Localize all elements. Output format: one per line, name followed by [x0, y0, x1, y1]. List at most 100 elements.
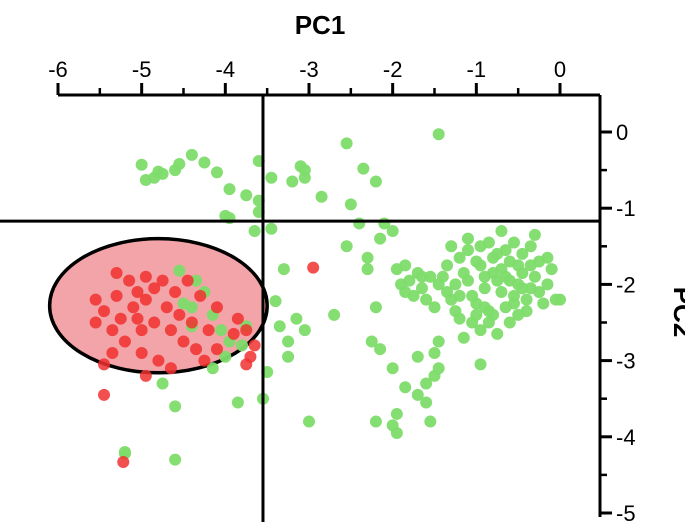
data-point	[432, 362, 445, 375]
data-point	[474, 324, 487, 337]
data-point	[210, 166, 223, 179]
data-point	[524, 240, 537, 253]
data-point	[415, 270, 428, 283]
y-tick-label: -1	[616, 196, 636, 221]
data-point	[328, 308, 341, 321]
data-point	[461, 232, 474, 245]
data-point	[453, 312, 466, 325]
data-point	[432, 128, 445, 141]
data-point	[415, 282, 428, 295]
data-point	[503, 316, 516, 329]
data-point	[298, 324, 311, 337]
data-point	[227, 327, 240, 340]
data-point	[160, 301, 173, 314]
data-point	[89, 293, 102, 306]
data-point	[156, 274, 169, 287]
x-tick-label: -1	[467, 57, 487, 82]
data-point	[231, 396, 244, 409]
data-point	[369, 175, 382, 188]
data-point	[365, 335, 378, 348]
data-point	[282, 335, 295, 348]
data-point	[399, 259, 412, 272]
data-point	[357, 162, 370, 175]
data-point	[118, 446, 131, 459]
data-point	[487, 308, 500, 321]
data-point	[524, 259, 537, 272]
y-tick-label: -3	[616, 349, 636, 374]
x-tick-label: -5	[132, 57, 152, 82]
data-point	[265, 171, 278, 184]
data-point	[185, 316, 198, 329]
data-point	[98, 305, 111, 318]
data-point	[537, 297, 550, 310]
data-point	[520, 305, 533, 318]
data-point	[495, 286, 508, 299]
confidence-ellipse	[47, 236, 269, 375]
data-point	[344, 198, 357, 211]
data-point	[520, 293, 533, 306]
data-point	[110, 289, 123, 302]
data-point	[173, 264, 186, 277]
x-axis-title: PC1	[295, 10, 346, 40]
data-point	[307, 261, 320, 274]
data-point	[420, 377, 433, 390]
data-point	[390, 407, 403, 420]
data-point	[403, 274, 416, 287]
data-point	[461, 244, 474, 257]
data-point	[190, 274, 203, 287]
data-point	[361, 263, 374, 276]
data-point	[478, 282, 491, 295]
data-point	[386, 362, 399, 375]
data-point	[127, 301, 140, 314]
data-point	[215, 324, 228, 337]
data-point	[528, 228, 541, 241]
data-point	[185, 148, 198, 161]
data-point	[386, 225, 399, 238]
data-point	[499, 244, 512, 257]
data-point	[453, 289, 466, 302]
data-point	[516, 247, 529, 260]
data-point	[353, 217, 366, 230]
x-tick-label: -2	[383, 57, 403, 82]
data-point	[470, 308, 483, 321]
data-point	[139, 174, 152, 187]
y-axis-title: PC2	[668, 287, 685, 338]
data-point	[106, 346, 119, 359]
data-point	[240, 189, 253, 202]
data-point	[135, 324, 148, 337]
data-point	[181, 274, 194, 287]
data-point	[169, 286, 182, 299]
data-point	[231, 312, 244, 325]
data-point	[411, 388, 424, 401]
data-point	[340, 137, 353, 150]
data-point	[461, 274, 474, 287]
data-point	[98, 388, 111, 401]
data-point	[495, 225, 508, 238]
data-point	[499, 270, 512, 283]
data-point	[277, 263, 290, 276]
y-tick-label: 0	[616, 120, 628, 145]
data-point	[428, 301, 441, 314]
data-point	[194, 289, 207, 302]
data-point	[361, 251, 374, 264]
data-point	[420, 293, 433, 306]
data-point	[173, 308, 186, 321]
data-point	[177, 297, 190, 310]
x-tick-label: -4	[216, 57, 236, 82]
data-point	[298, 171, 311, 184]
data-point	[545, 263, 558, 276]
data-point	[110, 266, 123, 279]
data-point	[541, 251, 554, 264]
data-point	[248, 339, 261, 352]
data-point	[164, 362, 177, 375]
data-point	[478, 301, 491, 314]
data-point	[131, 286, 144, 299]
data-point	[315, 190, 328, 203]
data-point	[164, 324, 177, 337]
data-point	[123, 274, 136, 287]
data-point	[420, 396, 433, 409]
data-point	[491, 327, 504, 340]
data-point	[118, 335, 131, 348]
data-point	[89, 316, 102, 329]
data-point	[441, 259, 454, 272]
